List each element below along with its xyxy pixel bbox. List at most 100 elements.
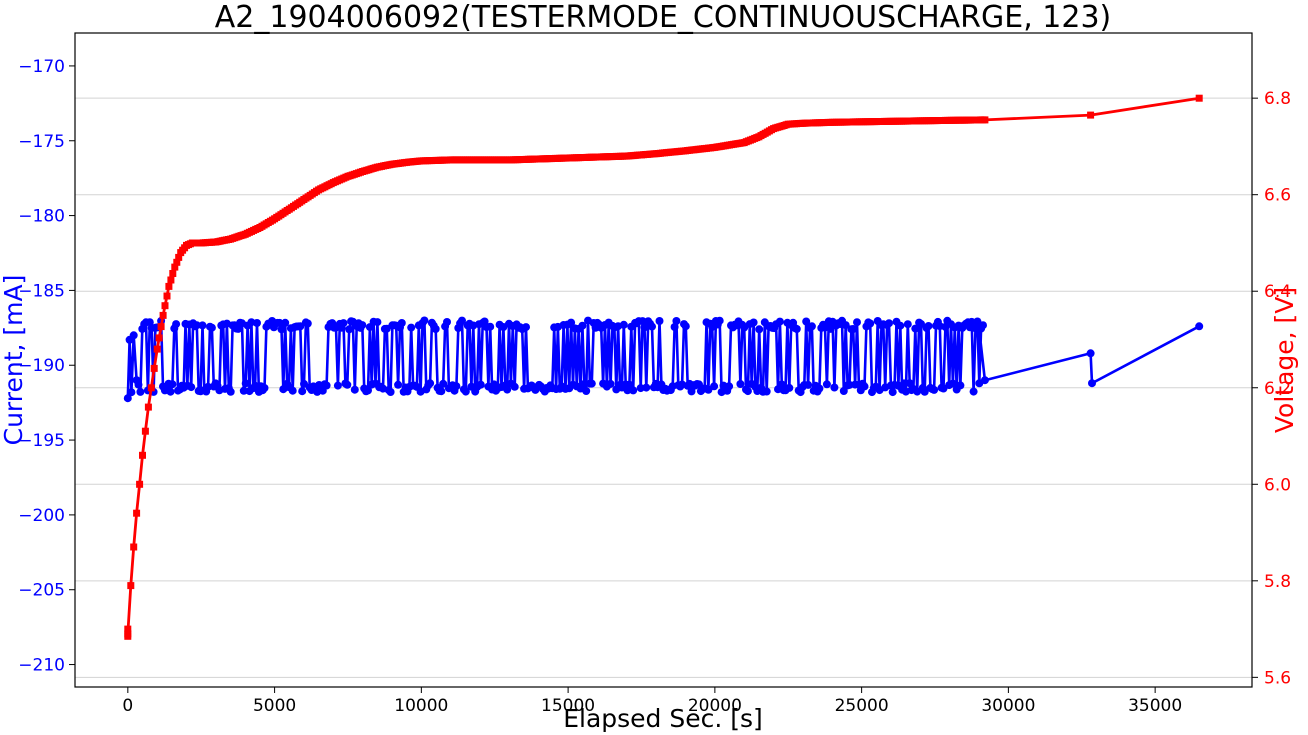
current-point (839, 387, 848, 395)
current-point (642, 383, 651, 392)
current-point (461, 387, 470, 396)
right-tick-label: 5.6 (1264, 668, 1291, 688)
x-tick-label: 35000 (1128, 696, 1182, 716)
voltage-point (167, 276, 175, 284)
current-point (975, 323, 983, 332)
current-point (476, 380, 485, 389)
left-axis-label: Current, [mA] (0, 275, 28, 446)
current-point (275, 318, 284, 327)
current-point (420, 316, 429, 325)
current-point (386, 388, 395, 396)
current-point (192, 321, 201, 330)
x-tick-label: 30000 (981, 696, 1035, 716)
current-point (260, 384, 269, 392)
current-point (322, 381, 331, 390)
current-point (343, 380, 352, 389)
current-point (755, 325, 764, 334)
current-point (522, 323, 530, 332)
voltage-point (124, 625, 132, 633)
current-point (439, 379, 448, 388)
current-point (168, 380, 177, 389)
current-point (303, 319, 312, 328)
left-tick-label: −180 (18, 207, 65, 227)
voltage-point (161, 302, 169, 310)
right-axis-ticks: 5.6 5.8 6.0 6.2 6.4 6.6 6.8 (1252, 89, 1291, 688)
voltage-point (141, 427, 149, 435)
current-point (239, 386, 248, 395)
series-voltage (124, 94, 1203, 640)
current-point (672, 317, 681, 325)
current-point (670, 323, 679, 331)
current-point (629, 386, 638, 395)
voltage-point (981, 116, 989, 124)
current-point (725, 382, 734, 391)
current-point (567, 318, 576, 327)
current-point (587, 379, 596, 388)
x-tick-label: 25000 (835, 696, 889, 716)
x-tick-label: 20000 (688, 696, 742, 716)
current-point (1195, 322, 1204, 331)
left-tick-label: −175 (18, 132, 65, 152)
current-point (749, 318, 758, 327)
current-point (172, 320, 181, 329)
grid (75, 97, 1252, 678)
current-point (277, 325, 286, 334)
voltage-point (130, 543, 138, 551)
current-point (681, 322, 690, 331)
current-point (885, 319, 893, 328)
current-point (849, 325, 858, 333)
current-point (443, 318, 451, 326)
current-point (358, 321, 367, 330)
current-point (129, 331, 138, 340)
right-tick-label: 6.6 (1264, 186, 1291, 206)
current-point (924, 322, 933, 330)
current-point (296, 322, 305, 331)
voltage-point (144, 403, 152, 411)
current-point (815, 384, 824, 393)
voltage-point (159, 311, 167, 319)
current-point (486, 322, 495, 331)
current-point (345, 325, 354, 334)
left-tick-label: −170 (18, 57, 65, 77)
current-point (397, 319, 406, 327)
x-tick-label: 15000 (541, 696, 595, 716)
current-point (911, 324, 920, 333)
voltage-point (157, 323, 165, 331)
voltage-point (155, 334, 163, 342)
voltage-point (150, 364, 158, 372)
current-point (350, 385, 359, 394)
voltage-point (127, 582, 135, 590)
current-point (123, 394, 132, 403)
current-point (234, 324, 243, 333)
left-tick-label: −200 (18, 506, 65, 526)
current-point (426, 379, 435, 388)
current-point (804, 380, 813, 389)
current-point (830, 383, 839, 392)
current-point (841, 321, 850, 330)
voltage-point (175, 253, 183, 261)
voltage-point (147, 384, 155, 392)
current-point (710, 382, 719, 391)
current-point (900, 379, 908, 388)
current-point (948, 379, 957, 388)
current-point (1086, 349, 1095, 358)
voltage-point (136, 480, 144, 488)
current-point (896, 321, 905, 330)
current-point (1088, 379, 1096, 388)
current-point (956, 381, 965, 390)
voltage-point (165, 282, 173, 290)
current-point (715, 316, 724, 325)
voltage-point (1087, 111, 1095, 119)
current-point (288, 386, 297, 395)
left-tick-label: −210 (18, 656, 65, 676)
current-point (127, 388, 136, 397)
right-axis-label: Voltage, [V] (1270, 287, 1299, 433)
plot-frame (74, 32, 1253, 688)
current-point (917, 320, 925, 328)
current-point (638, 317, 647, 326)
voltage-point (169, 270, 177, 277)
current-point (339, 319, 348, 328)
current-point (888, 388, 897, 397)
voltage-point (163, 292, 171, 300)
